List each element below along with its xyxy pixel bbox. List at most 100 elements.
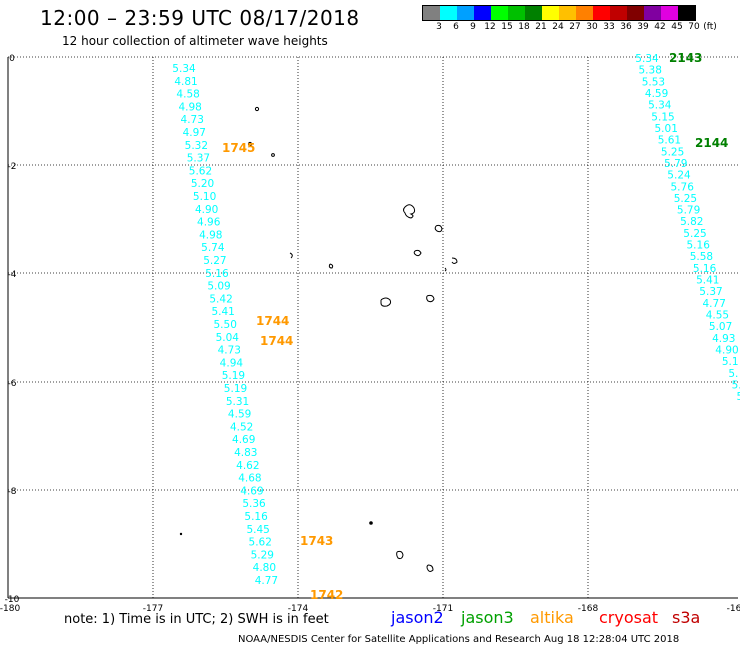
map-title: 12:00 – 23:59 UTC 08/17/2018 [40, 6, 360, 30]
swh-value: 4.94 [220, 357, 244, 369]
swh-value: 5.16 [693, 263, 717, 275]
x-tick-label: -174 [288, 604, 309, 614]
swh-value: 4.77 [703, 298, 726, 310]
legend-label: (ft) [703, 22, 717, 32]
swh-value: 5.16 [205, 268, 229, 280]
swh-value: 5.79 [677, 205, 700, 217]
island [271, 153, 275, 157]
legend-swatch [542, 6, 559, 20]
legend-label: 39 [637, 22, 649, 32]
swh-value: 4.69 [232, 434, 255, 446]
y-tick-label: -10 [5, 595, 20, 605]
swh-value: 4.77 [255, 575, 278, 587]
swh-value: 5.01 [655, 123, 678, 135]
y-tick-label: 0 [9, 54, 15, 64]
swh-value: 5.25 [683, 228, 706, 240]
island [403, 204, 416, 219]
legend-label: 33 [603, 22, 615, 32]
swh-value: 5.29 [251, 549, 274, 561]
swh-value: 5 [736, 391, 740, 403]
swh-value: 5.41 [211, 306, 234, 318]
legend-swatch [610, 6, 627, 20]
x-tick-label: -168 [578, 604, 599, 614]
legend-swatch [661, 6, 678, 20]
swh-value: 4.73 [218, 345, 241, 357]
island [426, 294, 435, 303]
swh-value: 4.98 [178, 101, 201, 113]
swh-value: 5.45 [246, 524, 269, 536]
legend-label: 15 [501, 22, 513, 32]
swh-value: 5.37 [187, 153, 210, 165]
y-tick-label: -6 [8, 379, 17, 389]
legend-label: 21 [535, 22, 547, 32]
pass-time-labels: 1745 1744 1744 1743 1742 2143 2144 [222, 51, 728, 602]
swh-value: 5. [728, 368, 738, 380]
swh-value: 5.53 [642, 76, 665, 88]
y-tick-label: -2 [8, 162, 17, 172]
swh-value: 5.32 [185, 140, 208, 152]
island [444, 267, 447, 272]
island [179, 532, 183, 536]
swh-value: 5.19 [222, 370, 245, 382]
swh-value: 5.07 [709, 321, 732, 333]
legend-label: 45 [671, 22, 683, 32]
swh-value: 5.20 [191, 178, 214, 190]
legend-swatch [491, 6, 508, 20]
swh-value: 5.25 [674, 193, 697, 205]
pass-time-label: 2144 [695, 136, 728, 150]
swh-value: 4.80 [253, 562, 276, 574]
swh-value: 5.19 [224, 383, 247, 395]
legend-label: 24 [552, 22, 564, 32]
y-tick-label: -4 [8, 270, 17, 280]
island [451, 257, 458, 264]
legend-swatch [525, 6, 542, 20]
island [328, 263, 334, 269]
swh-value: 5.61 [658, 135, 681, 147]
swh-value: 4.90 [195, 204, 218, 216]
legend-swatch [559, 6, 576, 20]
jason3-track-right: 5.345.385.534.595.345.155.015.615.255.79… [635, 53, 740, 403]
swh-value: 5.37 [699, 286, 722, 298]
swh-value: 5.34 [635, 53, 659, 65]
legend-swatch [423, 6, 440, 20]
swh-value: 4.59 [645, 88, 668, 100]
legend-swatch [593, 6, 610, 20]
legend-label: 12 [484, 22, 496, 32]
swh-value: 5.31 [226, 396, 249, 408]
pass-time-label: 1744 [256, 314, 289, 328]
island [413, 249, 422, 257]
altika-track-left: 5.344.814.584.984.734.975.325.375.625.20… [172, 63, 278, 587]
island [380, 297, 392, 307]
swh-value: 4.98 [199, 229, 222, 241]
legend-swatch [644, 6, 661, 20]
x-tick-label: -180 [0, 604, 20, 614]
swh-value: 4.73 [181, 114, 204, 126]
legend-swatch [678, 6, 695, 20]
swh-value: 4.62 [236, 460, 259, 472]
swh-value: 4.83 [234, 447, 257, 459]
swh-value: 5.58 [690, 251, 713, 263]
mission-jason3: jason3 [461, 608, 514, 627]
swh-value: 5.62 [189, 165, 212, 177]
swh-value: 5.25 [661, 146, 684, 158]
legend-swatch [576, 6, 593, 20]
legend-label: 27 [569, 22, 581, 32]
legend-swatch [457, 6, 474, 20]
mission-jason2: jason2 [391, 608, 444, 627]
swh-value: 5.27 [203, 255, 226, 267]
swh-value: 4.90 [715, 345, 738, 357]
x-tick-label: -171 [433, 604, 453, 614]
legend-swatch [440, 6, 457, 20]
swh-value: 5.09 [207, 281, 230, 293]
swh-value: 5.16 [687, 240, 711, 252]
swh-value: 5.41 [696, 275, 719, 287]
swh-value: 4.55 [706, 310, 729, 322]
legend-label: 18 [518, 22, 530, 32]
swh-value: 5.04 [216, 332, 240, 344]
lat-lon-grid [7, 56, 738, 599]
y-tick-label: -8 [8, 487, 17, 497]
island [247, 141, 253, 147]
island-outlines [179, 106, 458, 572]
swh-value: 4.59 [228, 409, 251, 421]
pass-time-label: 1743 [300, 534, 333, 548]
